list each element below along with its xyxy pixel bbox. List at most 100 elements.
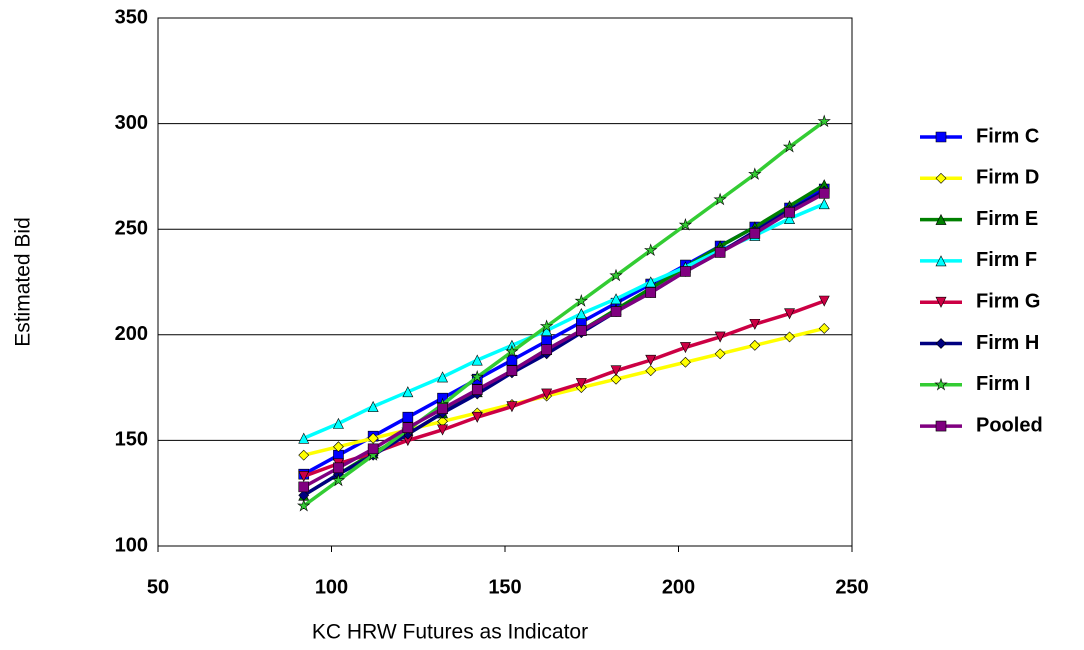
legend-label: Firm D: [976, 167, 1039, 189]
marker: [678, 218, 693, 231]
marker: [332, 417, 344, 429]
series-line: [302, 120, 826, 508]
marker: [818, 323, 830, 334]
marker: [575, 378, 587, 390]
marker: [713, 192, 727, 206]
marker: [784, 207, 795, 218]
legend-marker: [935, 338, 947, 349]
marker: [610, 373, 622, 385]
marker: [471, 411, 483, 423]
y-tick-label: 200: [115, 323, 148, 345]
marker: [506, 365, 518, 377]
legend-label: Firm G: [976, 290, 1040, 312]
legend-label: Firm F: [976, 249, 1037, 271]
marker: [610, 293, 622, 305]
legend-marker: [935, 255, 947, 267]
marker: [610, 306, 622, 317]
marker: [714, 247, 726, 258]
legend-label: Firm I: [976, 373, 1030, 395]
marker: [749, 339, 761, 351]
marker: [749, 228, 761, 239]
legend-marker: [935, 172, 947, 184]
marker: [784, 331, 795, 343]
legend-label: Pooled: [976, 414, 1043, 436]
legend-label: Firm E: [976, 208, 1038, 230]
marker: [748, 167, 762, 180]
marker: [471, 384, 483, 396]
y-tick-label: 350: [115, 6, 148, 28]
series-line: [303, 326, 825, 457]
marker: [576, 325, 587, 336]
marker: [506, 401, 518, 413]
marker: [505, 344, 519, 358]
legend-label: Firm H: [976, 332, 1039, 354]
marker: [818, 295, 830, 307]
marker: [333, 441, 344, 453]
marker: [645, 276, 657, 288]
marker: [609, 268, 623, 282]
marker: [471, 354, 483, 366]
marker: [470, 370, 484, 383]
y-tick-label: 250: [115, 217, 148, 239]
legend-label: Firm C: [976, 125, 1039, 147]
x-tick-label: 100: [315, 576, 348, 598]
y-tick-label: 100: [115, 534, 148, 556]
marker: [367, 400, 379, 412]
marker: [541, 344, 552, 355]
marker: [714, 331, 726, 343]
legend-marker: [935, 296, 947, 308]
marker: [541, 388, 553, 400]
marker: [298, 449, 310, 461]
legend-marker: [935, 213, 947, 225]
marker: [645, 365, 657, 377]
marker: [402, 386, 414, 398]
series-line: [303, 299, 825, 478]
marker: [784, 308, 796, 320]
marker: [574, 294, 588, 307]
y-tick-label: 300: [115, 112, 148, 134]
x-tick-label: 200: [662, 576, 695, 598]
marker: [714, 348, 726, 360]
marker: [784, 212, 796, 224]
marker: [437, 403, 448, 415]
marker: [818, 198, 830, 210]
marker: [680, 266, 691, 277]
legend-marker: [935, 131, 947, 143]
marker: [298, 471, 310, 482]
marker: [333, 462, 344, 474]
x-tick-label: 150: [488, 576, 521, 598]
plot-frame: [157, 17, 853, 547]
x-tick-label: 250: [835, 576, 868, 598]
x-axis-label: KC HRW Futures as Indicator: [312, 621, 588, 644]
marker: [680, 356, 691, 368]
legend-marker: [935, 420, 947, 432]
marker: [679, 342, 691, 354]
marker: [575, 308, 587, 319]
marker: [367, 443, 379, 455]
marker: [298, 432, 310, 444]
y-axis-label: Estimated Bid: [12, 217, 35, 347]
marker: [645, 354, 657, 366]
marker: [402, 422, 414, 434]
marker: [645, 287, 657, 298]
legend-marker: [934, 377, 948, 391]
marker: [749, 318, 761, 330]
marker: [367, 432, 379, 444]
marker: [402, 411, 414, 423]
y-tick-label: 150: [115, 429, 148, 451]
marker: [818, 187, 830, 199]
marker: [644, 243, 658, 257]
marker: [437, 371, 449, 383]
marker: [437, 424, 449, 436]
x-tick-label: 50: [147, 576, 169, 598]
marker: [539, 319, 554, 333]
marker: [782, 139, 797, 153]
series-line: [302, 191, 826, 489]
marker: [297, 498, 311, 512]
marker: [610, 365, 622, 377]
marker: [817, 114, 831, 128]
marker: [298, 481, 310, 493]
marker: [331, 473, 346, 487]
